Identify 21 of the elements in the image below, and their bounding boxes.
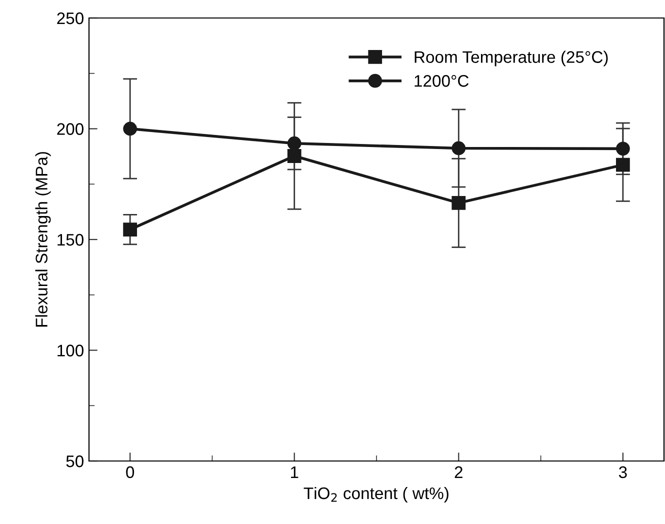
y-tick-label: 50 (66, 455, 84, 468)
y-tick-label: 200 (57, 123, 84, 135)
y-axis-title: Flexural Strength (MPa) (35, 152, 51, 327)
point (287, 149, 302, 163)
point (452, 141, 466, 156)
point (616, 142, 630, 156)
x-tick-label: 2 (454, 466, 462, 478)
point (452, 196, 466, 210)
point (616, 158, 630, 172)
legend-label: Room Temperature (25°C) (414, 50, 608, 66)
y-tick-label: 150 (58, 234, 84, 246)
legend-label: 1200°C (414, 75, 469, 87)
x-tick-label: 3 (618, 466, 627, 478)
y-tick-label: 100 (58, 344, 84, 356)
point (287, 136, 302, 150)
x-axis-title: TiO$_{2}$ content ( wt%) (304, 486, 448, 502)
point (123, 222, 138, 236)
y-tick-label: 250 (57, 12, 84, 24)
x-tick-label: 0 (126, 466, 134, 478)
x-tick-label: 1 (290, 466, 298, 478)
point (123, 122, 138, 136)
